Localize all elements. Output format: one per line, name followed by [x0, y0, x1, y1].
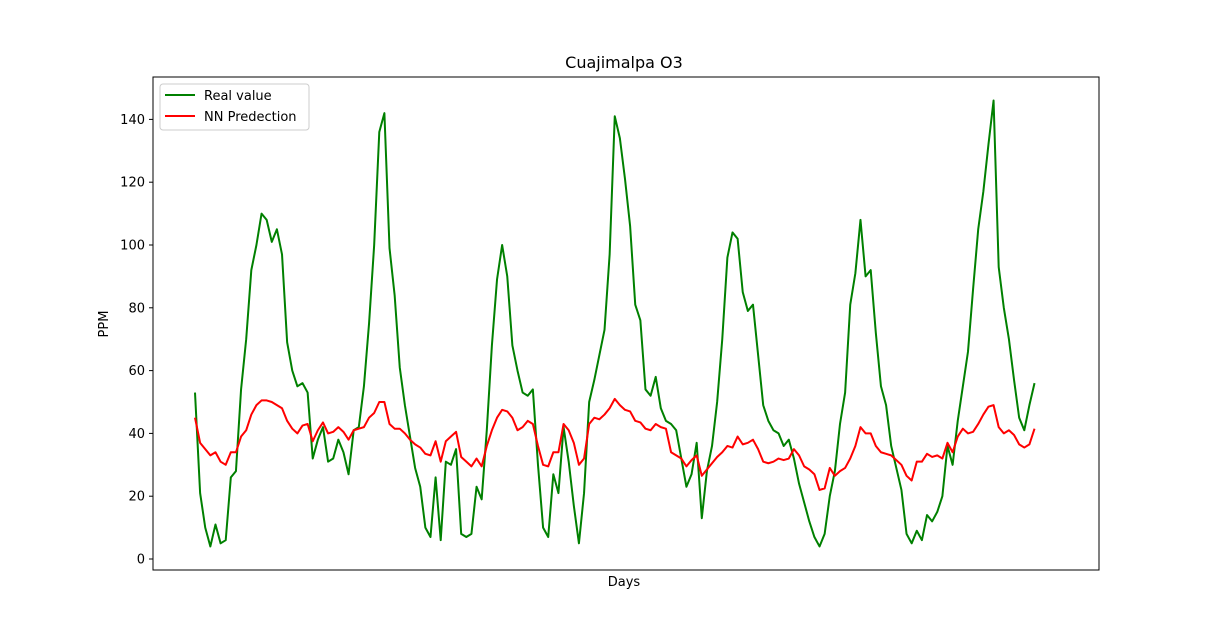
y-tick-label: 140 — [120, 113, 145, 128]
y-tick-label: 40 — [128, 427, 145, 442]
legend-label-real-value: Real value — [204, 89, 272, 104]
series-layer — [194, 99, 1036, 548]
x-axis-label: Days — [608, 575, 641, 590]
chart-title: Cuajimalpa O3 — [565, 53, 683, 72]
legend-label-nn-predection: NN Predection — [204, 110, 297, 125]
y-axis: 0 20 40 60 80 100 120 140 — [120, 113, 153, 568]
y-axis-label: PPM — [97, 311, 112, 338]
y-tick-label: 0 — [137, 553, 145, 568]
legend: Real value NN Predection — [159, 83, 310, 131]
series-line-real-value — [194, 99, 1036, 548]
axes-frame — [152, 76, 1100, 571]
y-tick-label: 60 — [128, 364, 145, 379]
y-tick-label: 20 — [128, 490, 145, 505]
legend-box — [159, 83, 310, 131]
y-tick-label: 100 — [120, 238, 145, 253]
series-line-nn-predection — [194, 397, 1036, 491]
y-tick-label: 80 — [128, 301, 145, 316]
y-tick-label: 120 — [120, 176, 145, 191]
